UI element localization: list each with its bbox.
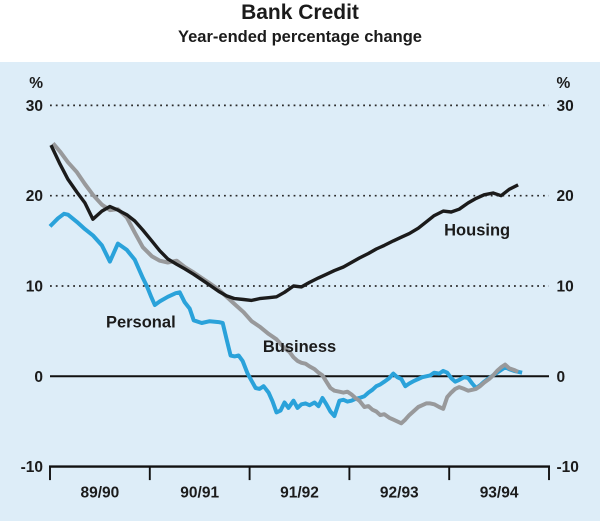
y-tick-label-right: 0 — [557, 369, 566, 386]
x-tick-label: 92/93 — [380, 485, 419, 502]
series-line-business — [51, 142, 519, 426]
x-tick-label: 91/92 — [280, 485, 319, 502]
series-label-housing: Housing — [444, 221, 510, 239]
y-tick-label-right: -10 — [557, 459, 579, 476]
y-tick-label-right: 10 — [557, 279, 574, 296]
plot-background — [0, 62, 600, 521]
y-tick-label-left: 20 — [26, 188, 43, 205]
series-line-housing — [49, 144, 519, 303]
y-tick-label-right: 20 — [557, 188, 574, 205]
series-label-business: Business — [263, 338, 336, 356]
y-tick-label-left: 0 — [34, 369, 43, 386]
y-axis-unit-left: % — [29, 75, 43, 92]
y-tick-label-left: 10 — [26, 279, 43, 296]
y-axis-unit-right: % — [557, 75, 571, 92]
chart-subtitle: Year-ended percentage change — [178, 28, 422, 46]
series-label-personal: Personal — [106, 314, 176, 332]
y-tick-label-right: 30 — [557, 98, 574, 115]
chart-title: Bank Credit — [241, 1, 359, 24]
x-tick-label: 93/94 — [480, 485, 519, 502]
series-line-personal — [48, 211, 523, 418]
x-tick-label: 89/90 — [81, 485, 120, 502]
y-tick-label-left: 30 — [26, 98, 43, 115]
x-tick-label: 90/91 — [180, 485, 219, 502]
y-tick-label-left: -10 — [21, 459, 43, 476]
